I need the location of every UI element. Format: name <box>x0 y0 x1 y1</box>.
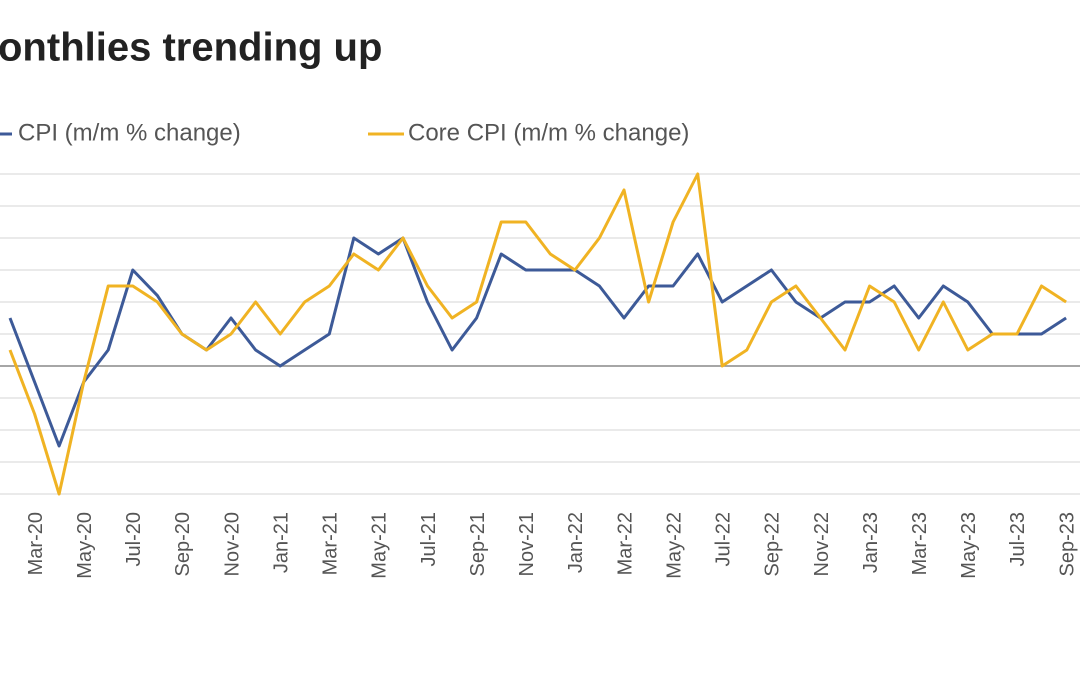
x-tick-label: Jul-23 <box>1007 512 1029 566</box>
x-tick-label: Sep-20 <box>172 512 194 577</box>
x-tick-label: May-23 <box>958 512 980 579</box>
x-tick-label: Nov-22 <box>811 512 833 576</box>
x-tick-label: May-21 <box>369 512 391 579</box>
x-tick-label: Jul-21 <box>418 512 440 566</box>
x-tick-label: Mar-20 <box>25 512 47 575</box>
x-tick-label: Nov-20 <box>221 512 243 576</box>
x-tick-label: Jul-22 <box>713 512 735 566</box>
x-tick-label: Sep-22 <box>762 512 784 577</box>
x-tick-label: Mar-21 <box>320 512 342 575</box>
legend-label: Core CPI (m/m % change) <box>408 119 689 146</box>
x-tick-label: Jan-21 <box>270 512 292 573</box>
x-tick-label: Sep-21 <box>467 512 489 577</box>
x-tick-label: Jul-20 <box>123 512 145 566</box>
x-tick-label: Jan-22 <box>565 512 587 573</box>
x-tick-label: Jan-23 <box>860 512 882 573</box>
x-tick-label: May-22 <box>663 512 685 579</box>
chart-title: onthlies trending up <box>0 26 382 70</box>
x-tick-label: Sep-23 <box>1056 512 1078 577</box>
x-tick-label: Mar-22 <box>614 512 636 575</box>
line-series <box>8 236 1067 448</box>
x-tick-label: May-20 <box>74 512 96 579</box>
x-tick-label: Mar-23 <box>909 512 931 575</box>
line-series <box>8 172 1067 496</box>
x-tick-label: Nov-21 <box>516 512 538 576</box>
legend-label: CPI (m/m % change) <box>18 119 241 146</box>
